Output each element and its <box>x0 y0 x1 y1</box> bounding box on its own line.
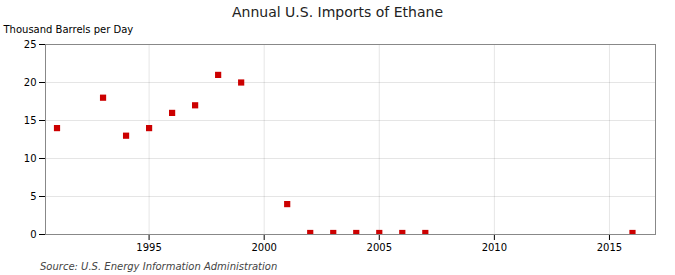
svg-text:2000: 2000 <box>251 242 276 253</box>
svg-text:2015: 2015 <box>597 242 622 253</box>
svg-text:Thousand Barrels per Day: Thousand Barrels per Day <box>3 24 134 35</box>
svg-text:5: 5 <box>30 191 36 202</box>
svg-text:25: 25 <box>24 39 37 50</box>
svg-text:1995: 1995 <box>136 242 161 253</box>
svg-text:2005: 2005 <box>367 242 392 253</box>
html-text:Annual U.S. Imports of Ethane: Annual U.S. Imports of Ethane <box>232 4 443 20</box>
svg-text:10: 10 <box>24 153 37 164</box>
svg-text:20: 20 <box>24 77 37 88</box>
svg-text:15: 15 <box>24 115 37 126</box>
svg-text:0: 0 <box>30 229 36 240</box>
html-text:Source: U.S. Energy Informatio: Source: U.S. Energy Information Administ… <box>40 261 278 272</box>
svg-text:2010: 2010 <box>482 242 507 253</box>
